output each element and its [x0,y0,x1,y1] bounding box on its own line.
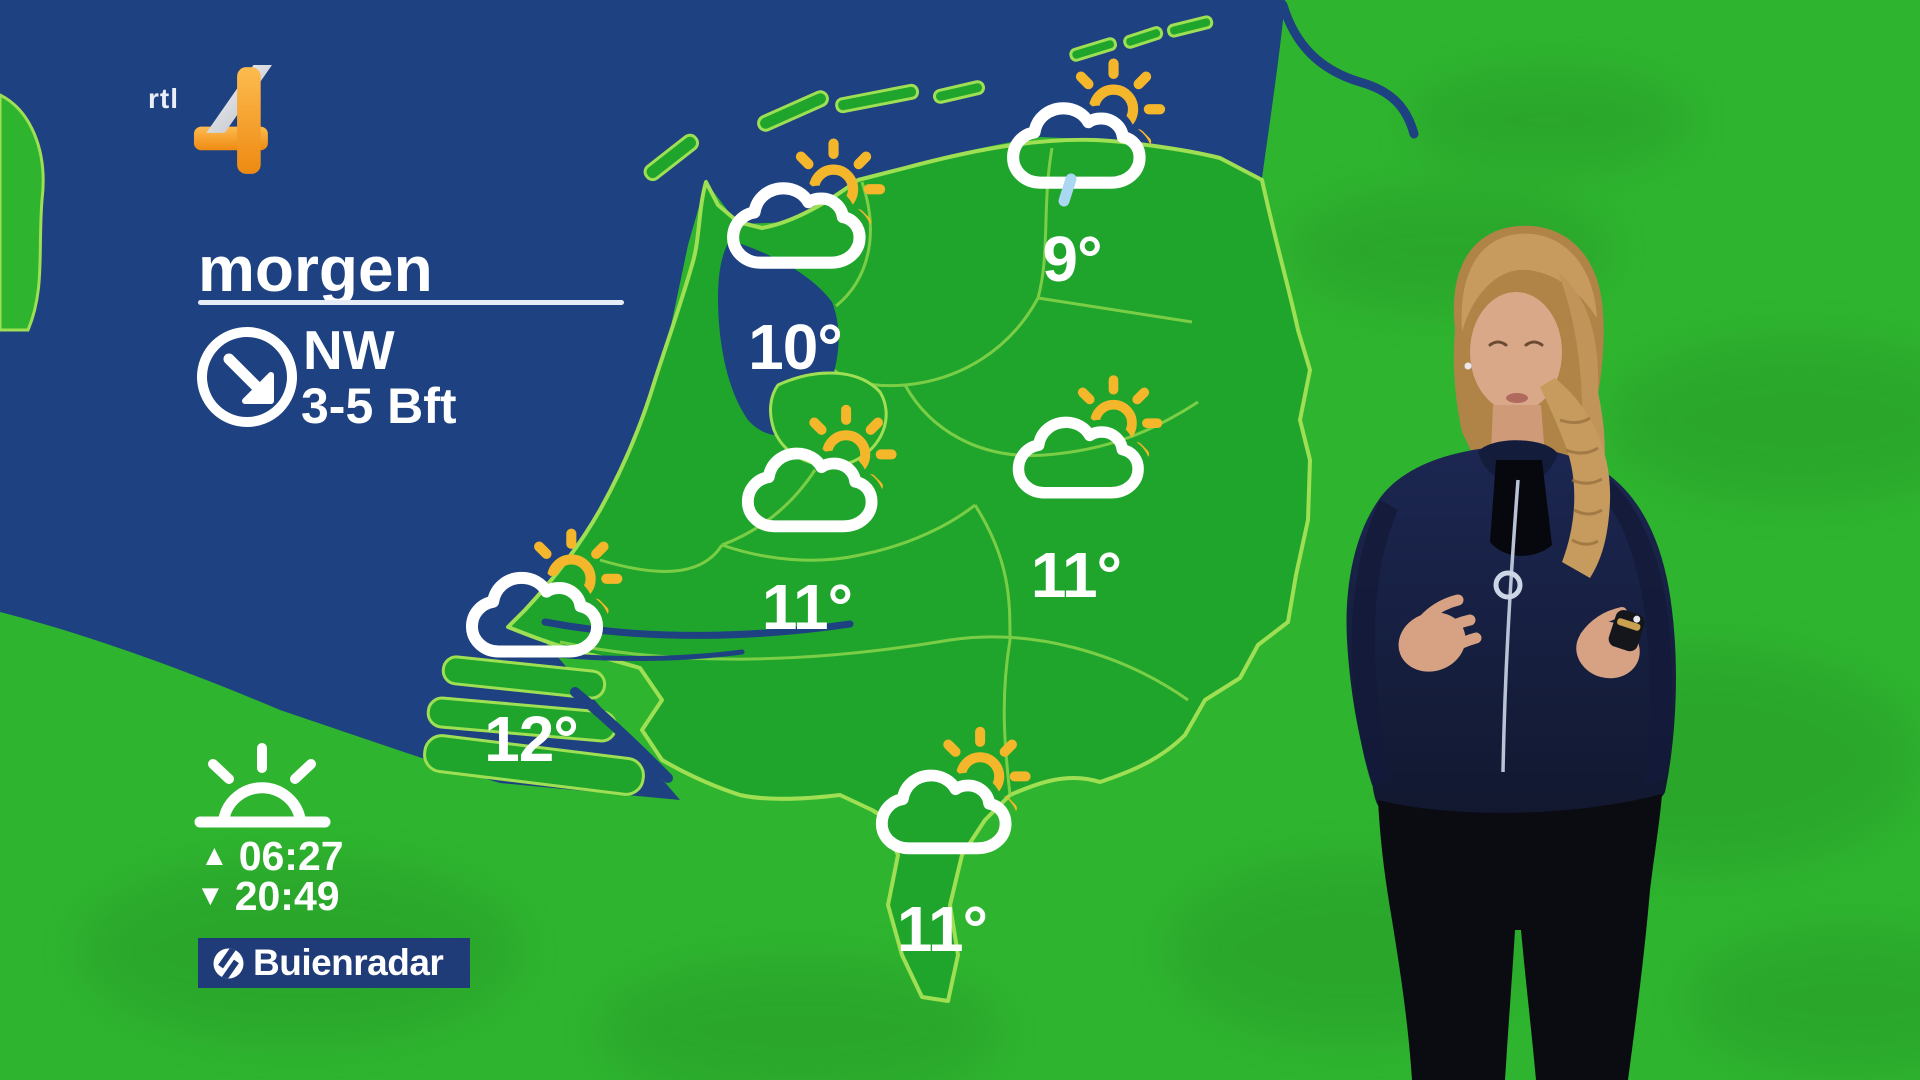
buienradar-brand-label: Buienradar [253,942,444,983]
presenter-pants [1378,794,1662,1080]
weather-presenter [1346,225,1676,1080]
drizzle-drop-icon [1058,173,1077,207]
wind-force-label: 3-5 Bft [301,378,457,434]
temperature-center: 11° [761,571,853,643]
zipper [1501,479,1520,773]
presenter-face [1470,292,1562,412]
earring [1464,362,1472,370]
temperature-south: 11° [896,893,988,965]
wind-direction-icon [197,327,297,427]
sunset-time: 20:49 [234,873,340,919]
sunset-row: ▼ 20:49 [196,873,340,920]
title-underline [198,300,624,305]
wind-direction-label: NW [303,319,395,381]
netherlands-landmass [506,137,1312,1003]
england-coast [0,93,45,332]
sunrise-time: 06:27 [238,833,344,879]
rtl-logo-number-icon [193,65,272,174]
temperature-north: 10° [748,311,843,383]
temperature-east: 11° [1030,539,1122,611]
inner-top [1490,460,1552,556]
ems-river [1278,0,1419,139]
presenter-braid [1540,378,1611,578]
temperature-northeast: 9° [1042,223,1102,295]
sunrise-row: ▲ 06:27 [200,833,344,880]
rtl-logo-text: rtl [148,83,179,114]
wadden-islands [643,15,1214,182]
sunset-triangle-icon: ▼ [196,880,225,912]
temperature-southwest: 12° [484,703,579,775]
presenter-clicker [1608,610,1645,652]
day-title: morgen [198,233,433,305]
zipper-ring [1493,570,1523,600]
sunrise-triangle-icon: ▲ [200,840,229,872]
north-sea [0,0,1285,800]
sunrise-sunset-icon [194,743,331,828]
scheldt-channel [570,687,673,783]
presenter-hair-front [1461,233,1597,332]
buienradar-logo-icon [213,948,244,979]
zeeland-delta [423,655,645,796]
buienradar-banner: Buienradar [198,938,470,988]
